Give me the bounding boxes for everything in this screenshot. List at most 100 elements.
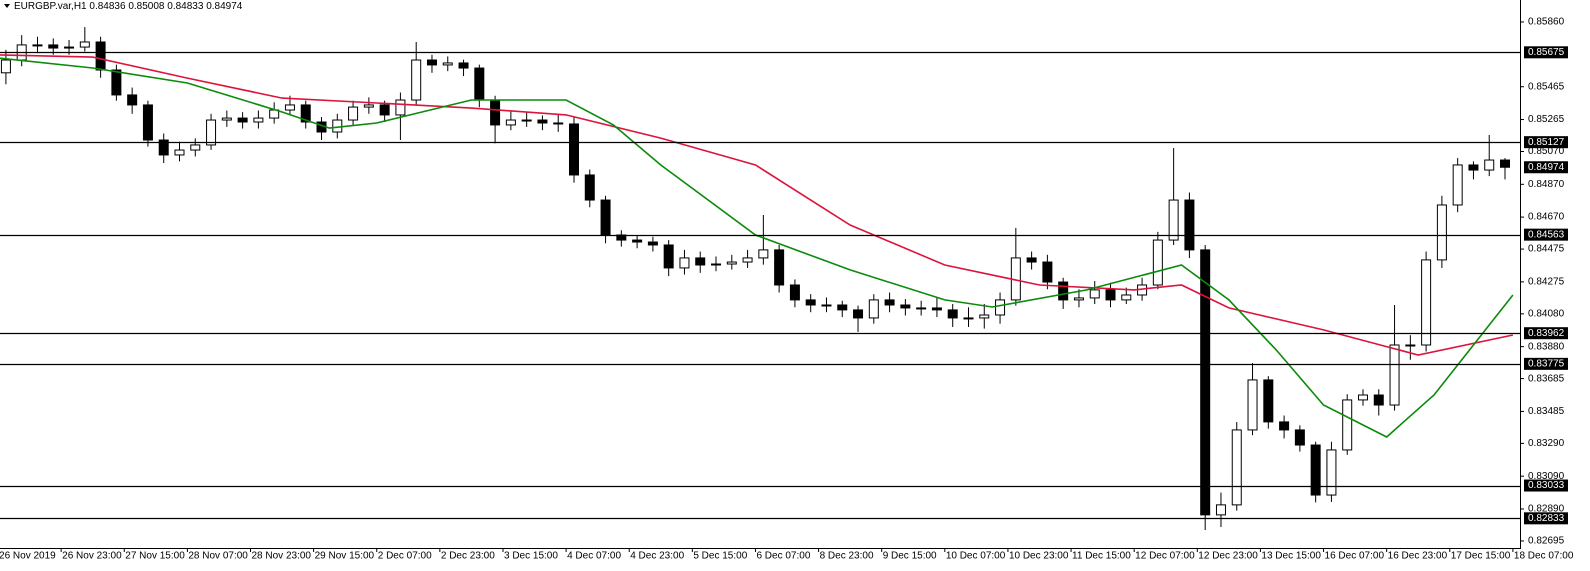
level-label: 0.82833 bbox=[1528, 513, 1565, 524]
candle-body bbox=[884, 299, 895, 306]
level-label-box bbox=[1524, 46, 1568, 59]
candle-body bbox=[190, 144, 201, 151]
level-label: 0.83962 bbox=[1528, 328, 1565, 339]
y-tick-label: 0.84475 bbox=[1528, 244, 1565, 255]
candle-body bbox=[127, 94, 138, 106]
candle-body bbox=[979, 314, 990, 319]
candle-body bbox=[600, 199, 611, 236]
level-label-box bbox=[1524, 357, 1568, 370]
y-tick-label: 0.85070 bbox=[1528, 146, 1565, 157]
candle-body bbox=[111, 69, 122, 96]
candle-body bbox=[1247, 379, 1258, 431]
candle-body bbox=[0, 59, 11, 74]
level-label-box bbox=[1524, 136, 1568, 149]
candle-body bbox=[1200, 249, 1211, 516]
candle-body bbox=[1073, 297, 1084, 301]
candle-body bbox=[584, 174, 595, 201]
candle-body bbox=[458, 62, 469, 69]
x-tick-label: 6 Dec 07:00 bbox=[756, 551, 810, 562]
y-tick-label: 0.82695 bbox=[1528, 536, 1565, 547]
candle-body bbox=[1484, 159, 1495, 171]
candle-body bbox=[1326, 449, 1337, 496]
candle-body bbox=[1500, 159, 1511, 168]
level-label-box bbox=[1524, 228, 1568, 241]
moving-average bbox=[0, 54, 1514, 356]
candle-body bbox=[868, 299, 879, 319]
x-tick-label: 9 Dec 15:00 bbox=[883, 551, 937, 562]
level-label-box bbox=[1524, 479, 1568, 492]
x-tick-label: 8 Dec 23:00 bbox=[820, 551, 874, 562]
candle-body bbox=[505, 119, 516, 126]
candle-body bbox=[284, 104, 295, 111]
level-label: 0.85127 bbox=[1528, 137, 1565, 148]
candle-body bbox=[1152, 239, 1163, 286]
candle-body bbox=[348, 106, 359, 121]
x-tick-label: 29 Nov 15:00 bbox=[315, 551, 375, 562]
level-label: 0.85675 bbox=[1528, 47, 1565, 58]
candle-body bbox=[1310, 444, 1321, 496]
candle-body bbox=[379, 104, 390, 116]
x-tick-label: 27 Nov 15:00 bbox=[125, 551, 185, 562]
candle-body bbox=[411, 59, 422, 101]
y-tick-label: 0.83485 bbox=[1528, 406, 1565, 417]
y-tick-label: 0.83290 bbox=[1528, 438, 1565, 449]
candle-body bbox=[1405, 344, 1416, 347]
y-tick-label: 0.84670 bbox=[1528, 212, 1565, 223]
candle-body bbox=[79, 41, 90, 48]
candle-body bbox=[490, 99, 501, 126]
candle-body bbox=[1215, 504, 1226, 516]
candle-body bbox=[363, 104, 374, 108]
candle-body bbox=[64, 46, 75, 49]
candle-body bbox=[711, 263, 722, 266]
x-tick-label: 28 Nov 07:00 bbox=[188, 551, 248, 562]
candle-body bbox=[1357, 394, 1368, 401]
x-tick-label: 12 Dec 07:00 bbox=[1135, 551, 1195, 562]
y-tick-label: 0.84275 bbox=[1528, 277, 1565, 288]
level-label: 0.84563 bbox=[1528, 229, 1565, 240]
collapse-icon[interactable] bbox=[4, 4, 10, 8]
candle-body bbox=[758, 249, 769, 259]
level-label: 0.83775 bbox=[1528, 358, 1565, 369]
candle-body bbox=[553, 122, 564, 125]
candle-body bbox=[1389, 344, 1400, 406]
x-tick-label: 10 Dec 23:00 bbox=[1009, 551, 1069, 562]
candle-body bbox=[474, 67, 485, 101]
candle-body bbox=[1089, 289, 1100, 299]
moving-average bbox=[0, 57, 1514, 438]
x-tick-label: 16 Dec 07:00 bbox=[1325, 551, 1385, 562]
candle-body bbox=[426, 59, 437, 66]
candle-body bbox=[726, 261, 737, 265]
y-tick-label: 0.83685 bbox=[1528, 373, 1565, 384]
level-label: 0.83033 bbox=[1528, 480, 1565, 491]
candle-body bbox=[632, 239, 643, 243]
candle-body bbox=[663, 244, 674, 269]
candle-body bbox=[1452, 164, 1463, 206]
x-tick-label: 11 Dec 15:00 bbox=[1072, 551, 1131, 562]
x-tick-label: 26 Nov 2019 bbox=[0, 551, 56, 562]
candle-body bbox=[300, 104, 311, 123]
chart-header: EURGBP.var,H1 0.84836 0.85008 0.84833 0.… bbox=[14, 1, 243, 12]
candle-body bbox=[1373, 394, 1384, 406]
candle-body bbox=[1421, 259, 1432, 346]
candle-body bbox=[1342, 399, 1353, 451]
candle-body bbox=[95, 41, 106, 71]
low-price: 0.84833 bbox=[167, 1, 204, 12]
bid-label-box bbox=[1524, 161, 1568, 174]
y-tick-label: 0.84080 bbox=[1528, 308, 1565, 319]
candle-body bbox=[963, 317, 974, 320]
candle-body bbox=[853, 309, 864, 319]
candle-body bbox=[253, 117, 264, 123]
y-tick-label: 0.83090 bbox=[1528, 471, 1565, 482]
x-tick-label: 5 Dec 15:00 bbox=[693, 551, 747, 562]
candle-body bbox=[821, 304, 832, 307]
x-tick-label: 28 Nov 23:00 bbox=[252, 551, 312, 562]
candle-body bbox=[805, 299, 816, 306]
y-tick-label: 0.82890 bbox=[1528, 504, 1565, 515]
bid-label: 0.84974 bbox=[1528, 162, 1565, 173]
candle-body bbox=[1121, 294, 1132, 301]
plot-area bbox=[0, 27, 1514, 530]
y-tick-label: 0.83880 bbox=[1528, 341, 1565, 352]
candle-body bbox=[1436, 204, 1447, 261]
